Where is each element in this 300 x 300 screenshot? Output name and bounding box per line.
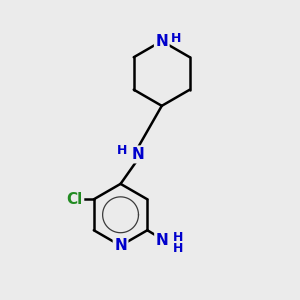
Text: H: H (173, 242, 184, 255)
Text: H: H (173, 230, 184, 244)
Text: N: N (156, 233, 168, 248)
Text: N: N (114, 238, 127, 253)
Text: H: H (117, 144, 127, 158)
Text: Cl: Cl (67, 192, 83, 207)
Text: N: N (132, 147, 145, 162)
Text: N: N (155, 34, 168, 49)
Text: H: H (171, 32, 182, 45)
